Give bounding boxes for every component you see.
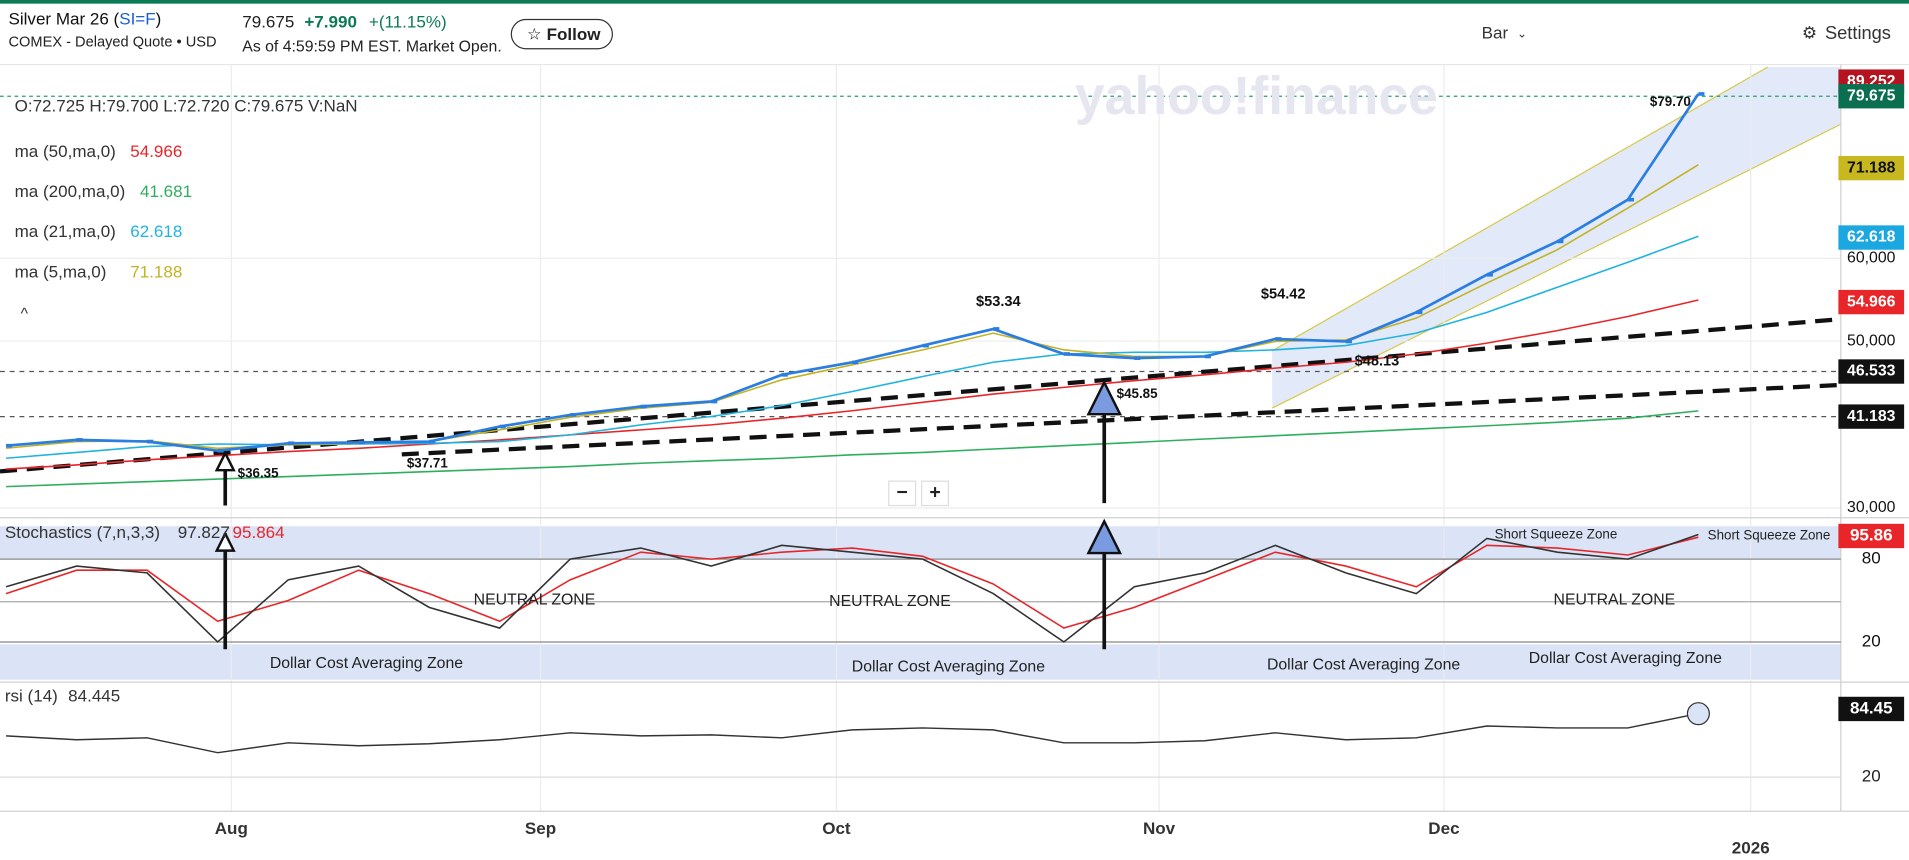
zone-label: Short Squeeze Zone (1708, 528, 1831, 543)
zone-label: NEUTRAL ZONE (1554, 592, 1676, 609)
label: 84.445 (68, 686, 120, 705)
label: 41.681 (140, 182, 192, 201)
watermark: yahoo!finance (1075, 66, 1438, 126)
x-axis-label: Sep (525, 819, 556, 838)
price-channel (1272, 66, 1841, 409)
rsi-marker (1686, 702, 1710, 726)
label: 79.675 (242, 13, 294, 32)
stoch-axis-label: 80 (1862, 549, 1881, 568)
label: ma (200,ma,0) (15, 182, 126, 201)
price-axis-label: 50,000 (1847, 332, 1896, 349)
price-label-box (1838, 404, 1905, 429)
label: Stochastics (7,n,3,3) (5, 523, 160, 542)
series-line (5, 533, 1699, 644)
arrow-head (1086, 518, 1123, 555)
price-axis-label: 79.675 (1847, 87, 1896, 104)
label: Settings (1825, 22, 1891, 43)
title-text: Silver Mar 26 ( (9, 9, 120, 28)
series-line (5, 536, 1699, 629)
star-icon: ☆ (527, 27, 541, 44)
label: O:72.725 H:79.700 L:72.720 C:79.675 V:Na… (15, 97, 358, 116)
x-axis-label: Dec (1428, 819, 1459, 838)
arrow-head (214, 450, 236, 472)
label: COMEX - Delayed Quote • USD (9, 34, 217, 50)
price-axis-label: 30,000 (1847, 499, 1896, 516)
x-axis-label: Nov (1143, 819, 1176, 838)
price-axis-label: 71.188 (1847, 159, 1896, 176)
stoch-axis-label: 95.86 (1850, 525, 1893, 544)
follow-button[interactable] (510, 18, 613, 50)
series-line (6, 410, 1699, 488)
follow-label: Follow (547, 25, 602, 44)
zoom-in[interactable] (921, 480, 950, 507)
zone-label: NEUTRAL ZONE (474, 592, 596, 609)
price-axis-label: 46.533 (1847, 363, 1896, 380)
page-title: Silver Mar 26 (SI=F) (9, 9, 162, 28)
label: 97.827 (178, 523, 230, 542)
annotation: $36.35 (238, 465, 279, 480)
price-axis-label: 60,000 (1847, 249, 1896, 266)
collapse-icon: ^ (21, 305, 29, 322)
label: As of 4:59:59 PM EST. Market Open. (242, 39, 501, 56)
annotation: $54.42 (1261, 287, 1306, 303)
label: 95.864 (233, 523, 285, 542)
stoch-label-box (1838, 523, 1905, 549)
series-line (6, 299, 1699, 470)
label: 54.966 (130, 142, 182, 161)
zoom-out[interactable] (888, 480, 917, 507)
symbol: SI=F (119, 9, 155, 28)
x-axis-label: Aug (215, 819, 248, 838)
rsi-axis-label: 20 (1862, 767, 1881, 786)
zone-label: Dollar Cost Averaging Zone (1529, 650, 1722, 667)
zone-label: Dollar Cost Averaging Zone (852, 659, 1045, 676)
zoom-in-label[interactable]: + (929, 481, 940, 503)
zone-label: Dollar Cost Averaging Zone (270, 655, 463, 672)
price-label-box (1838, 289, 1905, 315)
series-line (6, 712, 1699, 754)
rsi-axis-label: 84.45 (1850, 698, 1893, 717)
x-axis-label: 2026 (1732, 839, 1770, 858)
label: +7.990 (304, 13, 357, 32)
rsi-label-box (1838, 696, 1905, 722)
zone-label: NEUTRAL ZONE (829, 593, 951, 610)
annotation: $79.70 (1650, 94, 1691, 109)
annotation: $48.13 (1355, 354, 1400, 370)
label: +(11.15%) (369, 13, 447, 32)
title-text: ) (156, 9, 162, 28)
arrow-head (1086, 379, 1123, 416)
annotation: $45.85 (1117, 386, 1158, 401)
stoch-axis-label: 20 (1862, 631, 1881, 650)
price-label-box (1838, 84, 1905, 109)
label: Bar (1482, 24, 1509, 43)
label: 62.618 (130, 222, 182, 241)
trend-line (0, 317, 1841, 474)
price-label-box (1838, 155, 1905, 181)
dca-band (0, 644, 1841, 680)
price-label-box (1838, 225, 1905, 250)
annotation: $37.71 (407, 456, 448, 471)
label: ma (50,ma,0) (15, 142, 116, 161)
price-axis-label: 54.966 (1847, 293, 1896, 310)
squeeze-band (0, 526, 1841, 560)
x-axis-label: Oct (822, 819, 851, 838)
zone-label: Short Squeeze Zone (1495, 526, 1618, 541)
price-axis-label: 62.618 (1847, 229, 1896, 246)
label: 71.188 (130, 262, 182, 281)
dropdown-icon: ⌄ (1517, 26, 1527, 40)
label: rsi (14) (5, 686, 58, 705)
arrow-head (214, 530, 236, 552)
label: ma (21,ma,0) (15, 222, 116, 241)
channel-lower (1271, 123, 1842, 409)
label: ma (5,ma,0) (15, 262, 107, 281)
settings-icon: ⚙ (1802, 24, 1817, 43)
price-axis-label: 41.183 (1847, 408, 1896, 425)
top-bar (0, 0, 1909, 4)
annotation: $53.34 (976, 294, 1022, 310)
zoom-out-label[interactable]: − (896, 481, 907, 503)
price-label-box (1838, 359, 1905, 384)
zone-label: Dollar Cost Averaging Zone (1267, 656, 1460, 673)
